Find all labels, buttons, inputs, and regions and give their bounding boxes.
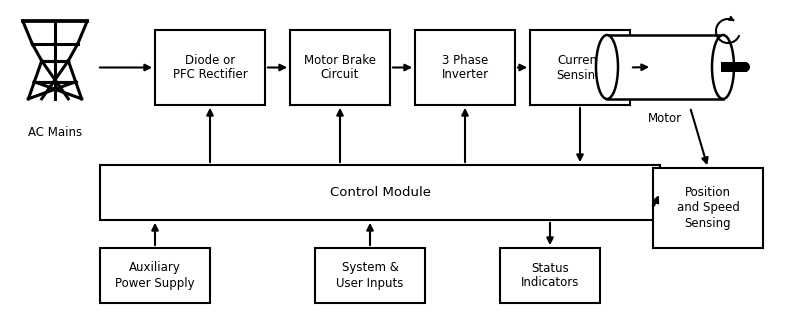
Bar [500, 248, 600, 303]
Text: AC Mains: AC Mains [28, 126, 82, 139]
Bar [100, 165, 660, 220]
Bar [315, 248, 425, 303]
Bar [415, 30, 515, 105]
Text: System &
User Inputs: System & User Inputs [336, 261, 404, 289]
Circle shape [740, 62, 750, 72]
Text: Status
Indicators: Status Indicators [521, 261, 579, 289]
Text: Motor: Motor [648, 113, 682, 126]
Bar [653, 168, 763, 248]
Ellipse shape [596, 35, 618, 99]
Text: Position
and Speed
Sensing: Position and Speed Sensing [677, 186, 739, 230]
Text: 3 Phase
Inverter: 3 Phase Inverter [442, 53, 489, 81]
Text: Current
Sensing: Current Sensing [557, 53, 603, 81]
Bar [155, 30, 265, 105]
Bar [607, 35, 723, 99]
Text: Diode or
PFC Rectifier: Diode or PFC Rectifier [173, 53, 247, 81]
Text: Control Module: Control Module [330, 186, 430, 199]
Bar [290, 30, 390, 105]
Ellipse shape [712, 35, 734, 99]
Bar [100, 248, 210, 303]
Bar [721, 62, 747, 72]
Text: Motor Brake
Circuit: Motor Brake Circuit [304, 53, 376, 81]
Text: Auxiliary
Power Supply: Auxiliary Power Supply [115, 261, 195, 289]
Bar [530, 30, 630, 105]
